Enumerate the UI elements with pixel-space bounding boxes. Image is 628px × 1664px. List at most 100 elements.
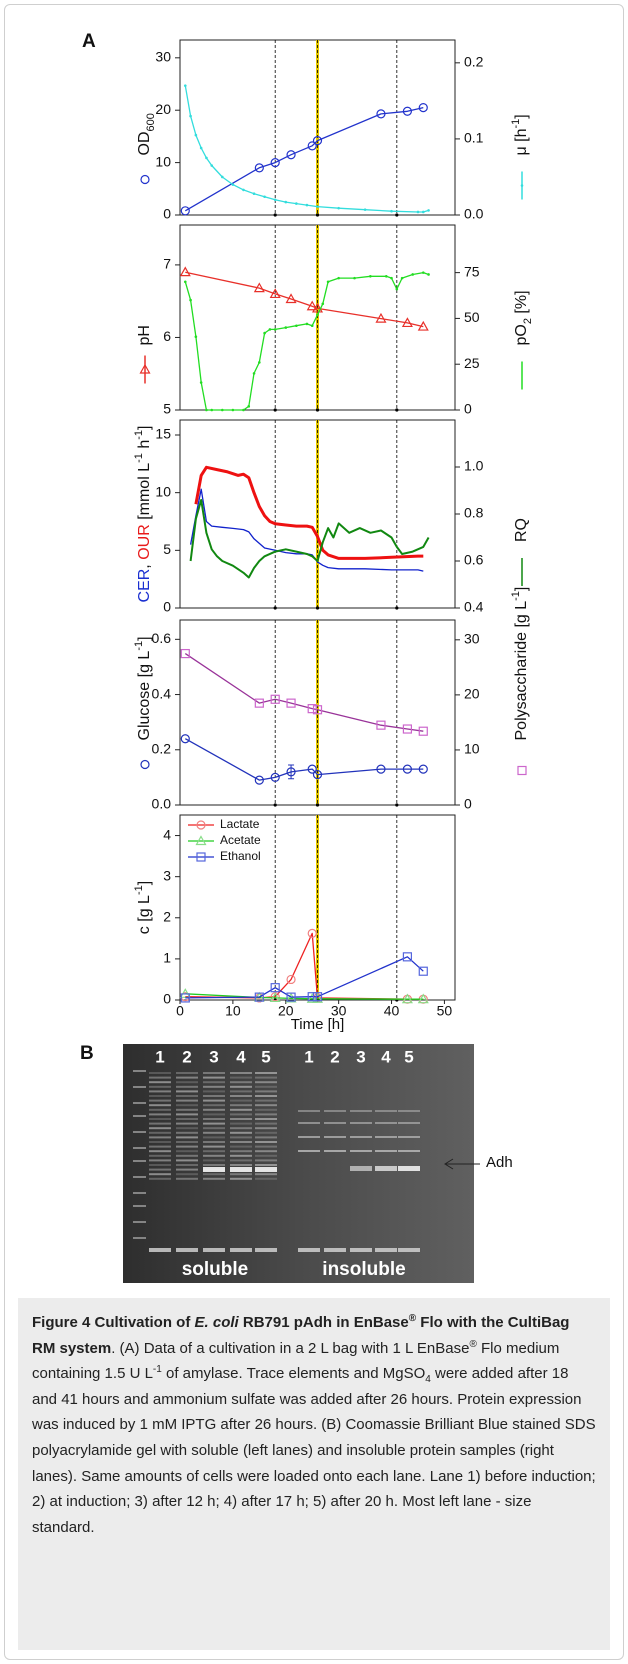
gel-band — [255, 1108, 277, 1111]
gel-band — [350, 1110, 372, 1112]
gel-band — [255, 1104, 277, 1107]
caption-body: . (A) Data of a cultivation in a 2 L bag… — [32, 1339, 596, 1536]
label-part: [%] — [513, 290, 530, 318]
y-axis-label: OD600 — [136, 113, 157, 155]
ladder-band — [133, 1192, 146, 1194]
gel-band — [230, 1164, 252, 1166]
gel-band — [375, 1248, 397, 1252]
data-point — [395, 287, 399, 291]
gel-band — [203, 1167, 225, 1172]
gel-band — [176, 1113, 198, 1116]
y2-tick-label: 75 — [464, 263, 480, 279]
event-dot — [395, 408, 399, 412]
label-part: -1 — [510, 119, 522, 129]
gel-band — [203, 1095, 225, 1097]
error-bar — [288, 764, 295, 780]
caption-part: E. coli — [194, 1314, 239, 1331]
label-part: CER — [136, 569, 153, 603]
y-tick-label: 0.2 — [152, 740, 172, 756]
gel-band — [176, 1127, 198, 1130]
caption-part: . (A) Data of a cultivation in a 2 L bag… — [111, 1339, 470, 1357]
group-label: soluble — [182, 1259, 249, 1280]
gel-band — [176, 1168, 198, 1171]
label-part: pO — [513, 324, 530, 345]
gel-band — [230, 1122, 252, 1125]
label-part: -1 — [510, 591, 522, 601]
label-part: μ [h — [513, 128, 530, 155]
data-point — [270, 694, 280, 704]
label-part: -1 — [133, 453, 145, 463]
y2-tick-label: 0 — [464, 796, 472, 812]
y-axis-label: c [g L-1] — [133, 881, 153, 934]
gel-band — [176, 1108, 198, 1111]
data-point — [305, 322, 309, 326]
gel-band — [255, 1076, 277, 1079]
gel-band — [230, 1145, 252, 1148]
caption-part: 4 — [425, 1374, 431, 1386]
data-point — [363, 208, 367, 211]
axis-key-marker — [140, 174, 150, 185]
gel-band — [176, 1104, 198, 1107]
data-point — [295, 202, 298, 205]
data-point — [242, 188, 245, 192]
gel-band — [398, 1166, 420, 1171]
lane-label: 4 — [381, 1047, 391, 1066]
gel-band — [398, 1136, 420, 1138]
event-dot — [273, 408, 277, 412]
gel-band — [398, 1122, 420, 1124]
gel-band — [255, 1095, 277, 1097]
gel-band — [203, 1173, 225, 1176]
gel-band — [230, 1173, 252, 1176]
data-point — [286, 767, 296, 777]
data-point — [205, 156, 208, 160]
data-point — [369, 274, 372, 278]
y-tick-label: 4 — [163, 826, 171, 842]
gel-band — [230, 1113, 252, 1116]
gel-band — [350, 1122, 372, 1124]
data-point — [199, 146, 203, 150]
data-point — [194, 335, 198, 339]
data-point — [376, 109, 386, 119]
label-part: ] — [136, 636, 153, 640]
data-point — [269, 288, 281, 299]
caption-part: RB791 pAdh in EnBase — [238, 1314, 409, 1331]
gel-band — [203, 1159, 225, 1162]
gel-band — [255, 1167, 277, 1172]
gel-band — [324, 1122, 346, 1124]
lane-label: 5 — [261, 1047, 270, 1066]
data-point — [316, 313, 319, 317]
ladder-band — [133, 1070, 146, 1072]
data-point — [263, 195, 266, 199]
y-tick-label: 10 — [155, 483, 171, 499]
data-point — [310, 324, 314, 328]
x-tick-label: 30 — [331, 1003, 347, 1019]
gel-band — [176, 1177, 198, 1180]
gel-band — [176, 1081, 198, 1084]
y-tick-label: 15 — [155, 426, 171, 442]
data-point — [411, 273, 414, 276]
gel-band — [203, 1145, 225, 1148]
data-point — [254, 698, 264, 708]
data-line — [184, 85, 429, 213]
gel-band — [350, 1136, 372, 1138]
label-part: -1 — [133, 430, 145, 440]
data-point — [418, 726, 428, 736]
lane-label: 5 — [404, 1047, 413, 1066]
gel-band — [176, 1085, 198, 1088]
arrow — [444, 1158, 480, 1170]
gel-band — [255, 1127, 277, 1130]
gel-band — [149, 1104, 171, 1107]
gel-band — [176, 1141, 198, 1143]
gel-band — [149, 1113, 171, 1116]
data-point — [337, 276, 340, 280]
gel-band — [255, 1081, 277, 1084]
gel-band — [149, 1164, 171, 1166]
gel-band — [324, 1248, 346, 1252]
data-point — [306, 300, 318, 311]
gel-band — [176, 1076, 198, 1079]
data-point — [269, 992, 281, 1003]
data-point — [427, 209, 430, 212]
ladder-band — [133, 1176, 146, 1178]
data-point — [199, 381, 203, 384]
